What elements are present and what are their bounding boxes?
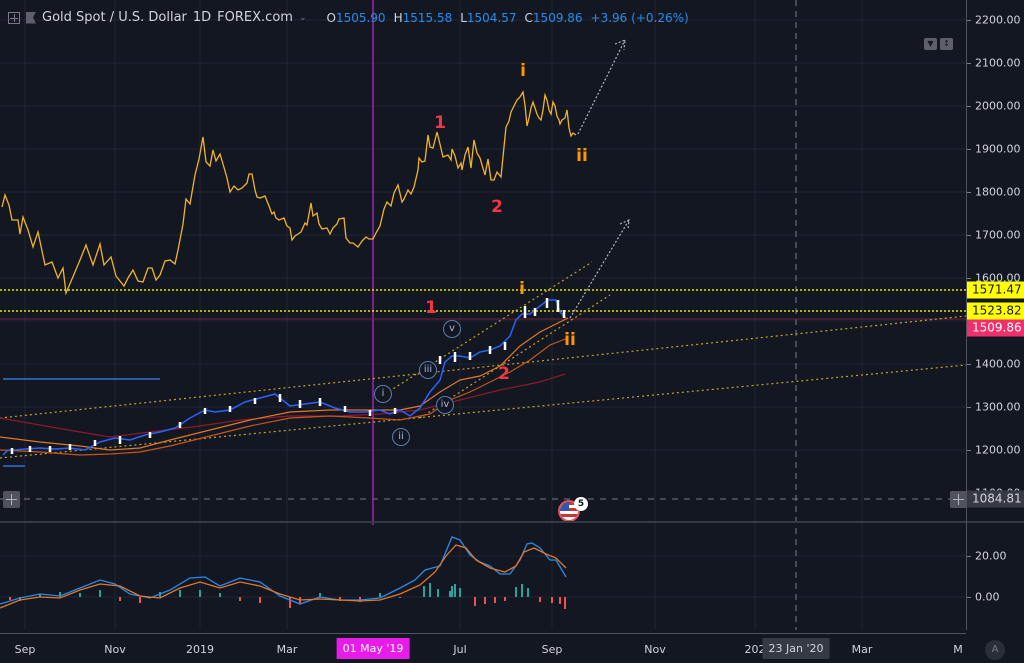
price-tick [967, 450, 971, 451]
wave-label-red[interactable]: 2 [491, 197, 503, 217]
event-count-badge: 5 [574, 497, 588, 511]
symbol-name: Gold Spot / U.S. Dollar [42, 10, 187, 25]
wave-label-circled[interactable]: iii [419, 361, 437, 379]
price-label: 1700.00 [975, 228, 1021, 242]
wave-label-red[interactable]: 2 [498, 364, 510, 384]
wave-label-orange[interactable]: ii [564, 330, 576, 350]
scale-buttons: ▼ ↕ [924, 38, 953, 50]
time-label: Sep [541, 643, 563, 656]
price-tick [967, 20, 971, 21]
time-label: Sep [14, 643, 36, 656]
wave-label-circled[interactable]: iv [436, 396, 454, 414]
price-label: 20.00 [975, 549, 1007, 563]
macd-pane [0, 536, 567, 609]
price-label: 1600.00 [975, 271, 1021, 285]
wave-label-circled[interactable]: ii [392, 428, 410, 446]
price-tick [967, 192, 971, 193]
wave-label-orange[interactable]: ii [576, 146, 588, 166]
expand-icon[interactable] [8, 11, 20, 24]
collapse-icon[interactable]: ▼ [924, 38, 937, 50]
price-tick [967, 364, 971, 365]
cursor-badge: 01 May '19 [336, 638, 410, 659]
exchange: FOREX.com [217, 10, 293, 25]
interval[interactable]: 1D [192, 10, 212, 25]
price-change: +3.96 (+0.26%) [590, 10, 689, 25]
price-label: 2100.00 [975, 56, 1021, 70]
auto-scale-button[interactable]: A [985, 640, 1005, 660]
price-tick [967, 63, 971, 64]
ohlc-close: C1509.86 [524, 10, 583, 25]
gold-overlay-line [1, 90, 577, 296]
chevron-down-icon[interactable]: ⌄ [298, 12, 307, 23]
time-label: Mar [851, 643, 873, 656]
price-tick [967, 235, 971, 236]
price-tick [967, 149, 971, 150]
price-label: 0.00 [975, 590, 1000, 604]
pane-separator[interactable] [0, 521, 1024, 523]
wave-label-red[interactable]: 1 [425, 298, 437, 318]
flag-icon[interactable] [26, 11, 36, 24]
price-badge: 1084.81 [967, 490, 1024, 508]
price-label: 1200.00 [975, 443, 1021, 457]
ohlc-low: L1504.57 [460, 10, 517, 25]
chart-area[interactable]: Gold Spot / U.S. Dollar 1D FOREX.com ⌄ O… [0, 0, 967, 630]
wave-label-orange[interactable]: i [520, 61, 526, 81]
time-label: 202 [744, 643, 766, 656]
wave-label-red[interactable]: 1 [434, 113, 446, 133]
time-label: Mar [276, 643, 298, 656]
price-badge: 1509.86 [967, 319, 1024, 337]
symbol-legend[interactable]: Gold Spot / U.S. Dollar 1D FOREX.com ⌄ O… [8, 10, 689, 25]
ohlc-open: O1505.90 [326, 10, 386, 25]
time-label: 2019 [186, 643, 214, 656]
price-badge: 1571.47 [967, 281, 1024, 299]
add-plus-left-button[interactable] [3, 491, 20, 508]
price-badge: 1523.82 [967, 302, 1024, 320]
price-tick [967, 597, 971, 598]
grid [0, 0, 966, 630]
wave-label-orange[interactable]: i [519, 279, 525, 299]
price-label: 2200.00 [975, 13, 1021, 27]
price-label: 1400.00 [975, 357, 1021, 371]
time-axis[interactable]: Sep Nov 2019 Mar Jul Sep Nov 202 Mar M 01 May '19 2… [0, 633, 966, 663]
time-label: Nov [104, 643, 126, 656]
price-label: 1800.00 [975, 185, 1021, 199]
price-tick [967, 278, 971, 279]
time-label: Nov [644, 643, 666, 656]
wave-label-circled[interactable]: i [374, 385, 392, 403]
price-label: 1300.00 [975, 400, 1021, 414]
scale-arrows-icon[interactable]: ↕ [940, 38, 953, 50]
price-axis[interactable]: 2200.00 2100.00 2000.00 1900.00 1800.00 1700.… [966, 0, 1024, 630]
price-tick [967, 106, 971, 107]
price-label: 1900.00 [975, 142, 1021, 156]
add-plus-right-button[interactable] [950, 491, 967, 508]
candles [10, 298, 566, 454]
wave-label-circled[interactable]: v [443, 320, 461, 338]
price-label: 2000.00 [975, 99, 1021, 113]
time-label: Jul [453, 643, 467, 656]
ohlc-values: O1505.90 H1515.58 L1504.57 C1509.86 +3.9… [326, 11, 688, 25]
crosshair-badge: 23 Jan '20 [762, 638, 830, 659]
price-tick [967, 556, 971, 557]
price-tick [967, 407, 971, 408]
time-label: M [953, 643, 963, 656]
ohlc-high: H1515.58 [393, 10, 453, 25]
